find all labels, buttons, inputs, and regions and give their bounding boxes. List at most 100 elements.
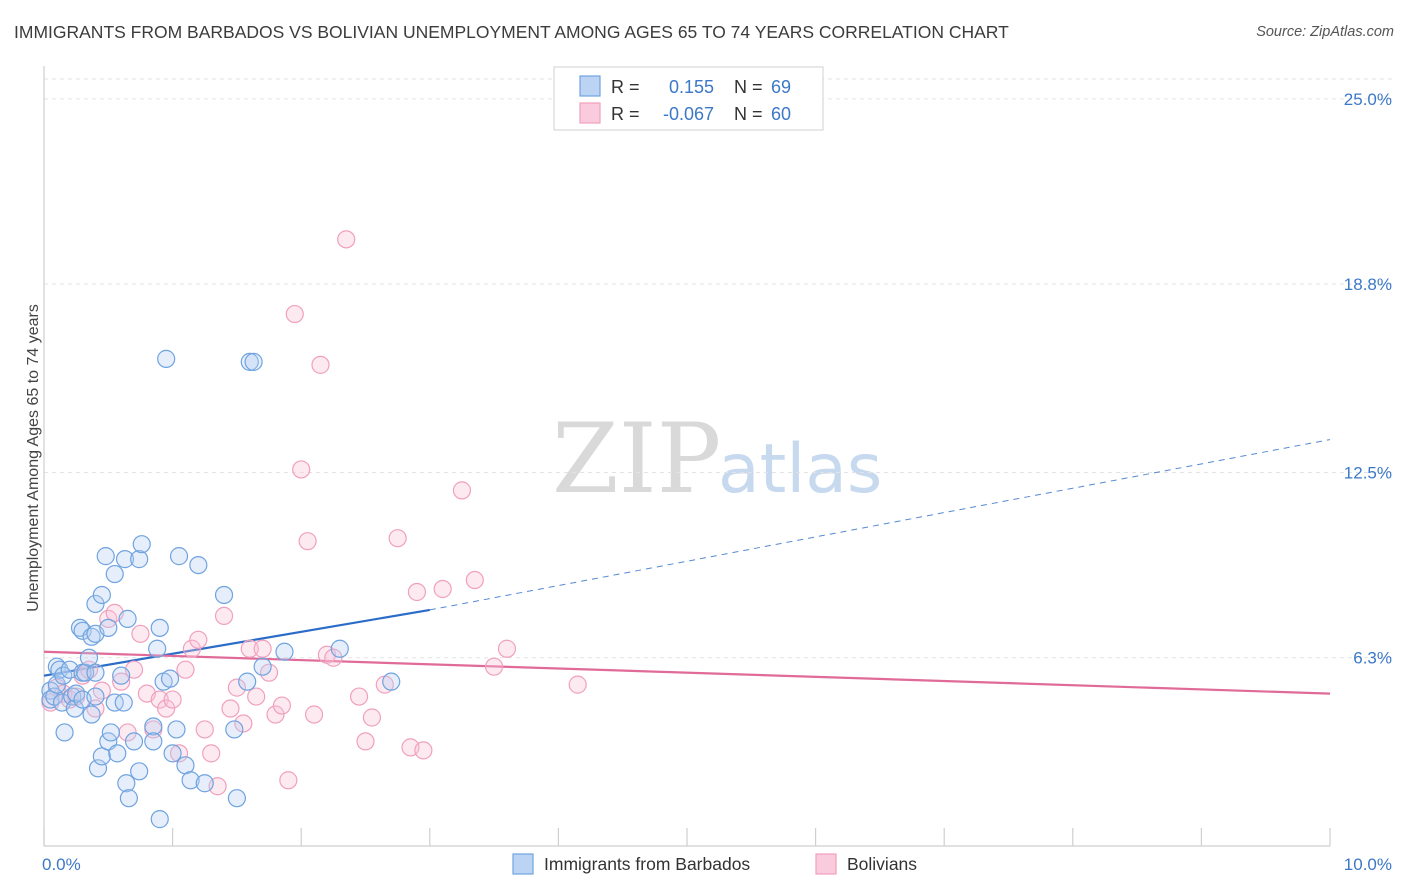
legend-r-value-2: -0.067 (663, 104, 714, 124)
y-tick-labels: 6.3% 12.5% 18.8% 25.0% (1344, 90, 1392, 668)
point-barbados (92, 585, 111, 605)
series-bolivians-points (41, 230, 587, 796)
point-bolivians (349, 687, 369, 706)
point-bolivians (433, 579, 452, 599)
point-barbados (195, 774, 214, 793)
point-barbados (157, 349, 176, 368)
point-barbados (227, 789, 246, 808)
point-bolivians (240, 639, 259, 658)
point-barbados (88, 759, 108, 778)
point-barbados (117, 774, 136, 793)
chart-title: IMMIGRANTS FROM BARBADOS VS BOLIVIAN UNE… (14, 22, 1009, 42)
point-bolivians (407, 582, 427, 602)
point-barbados (99, 618, 118, 637)
point-bolivians (176, 660, 195, 679)
point-barbados (130, 762, 149, 781)
point-bolivians (189, 630, 208, 649)
point-bolivians (157, 699, 176, 718)
point-bolivians (311, 355, 330, 374)
legend-r-label-1: R = (611, 77, 640, 97)
point-bolivians (337, 230, 356, 249)
series-legend: Immigrants from Barbados Bolivians (512, 853, 917, 875)
axes (43, 66, 1331, 847)
point-bolivians (356, 732, 375, 751)
point-barbados (86, 594, 105, 614)
source-label: Source: ZipAtlas.com (1256, 24, 1394, 40)
point-bolivians (497, 639, 517, 658)
point-barbados (144, 732, 163, 751)
point-bolivians (362, 708, 382, 727)
point-bolivians (150, 690, 169, 709)
stats-legend: R = 0.155 N = 69 R = -0.067 N = 60 (553, 66, 824, 131)
point-barbados (169, 547, 189, 566)
point-bolivians (272, 696, 292, 715)
legend-swatch-bolivians (579, 102, 601, 124)
point-barbados (92, 747, 111, 766)
point-barbados (86, 687, 105, 706)
trend-line-barbados (43, 608, 430, 677)
point-bolivians (568, 675, 587, 694)
point-barbados (96, 547, 115, 566)
point-barbados (132, 535, 151, 554)
point-bolivians (279, 771, 298, 790)
point-barbados (55, 723, 74, 742)
legend-n-value-1: 69 (771, 77, 791, 97)
point-bolivians (298, 532, 317, 551)
watermark-atlas: atlas (718, 430, 882, 509)
point-barbados (144, 717, 163, 736)
bottom-legend-label-barbados: Immigrants from Barbados (544, 854, 750, 874)
point-barbados (114, 693, 133, 712)
point-barbados (189, 555, 208, 575)
point-barbados (105, 564, 124, 584)
point-bolivians (253, 639, 272, 658)
y-tick-label: 12.5% (1344, 463, 1392, 482)
point-bolivians (214, 606, 234, 625)
point-barbados (167, 720, 186, 739)
legend-r-label-2: R = (611, 104, 640, 124)
point-barbados (253, 657, 272, 676)
bottom-legend-swatch-barbados (512, 853, 534, 875)
point-bolivians (285, 304, 304, 324)
point-barbados (150, 618, 169, 637)
point-bolivians (227, 678, 246, 697)
point-bolivians (452, 481, 472, 500)
point-bolivians (465, 570, 484, 590)
point-barbados (148, 639, 167, 658)
point-bolivians (485, 657, 504, 676)
point-barbados (244, 352, 263, 371)
bottom-legend-swatch-bolivians (815, 853, 837, 875)
legend-n-label-2: N = (734, 104, 763, 124)
point-barbados (225, 720, 244, 739)
point-barbados (79, 648, 99, 667)
point-barbados (82, 705, 101, 724)
point-bolivians (414, 741, 433, 760)
point-barbados (240, 352, 259, 371)
point-barbados (119, 789, 138, 808)
point-barbados (150, 810, 169, 829)
y-axis-label: Unemployment Among Ages 65 to 74 years (25, 304, 42, 612)
point-bolivians (112, 672, 131, 691)
series-barbados-points (41, 349, 401, 829)
point-bolivians (388, 529, 407, 548)
point-barbados (47, 675, 66, 694)
point-bolivians (292, 460, 311, 479)
y-tick-label: 6.3% (1353, 649, 1392, 668)
point-bolivians (247, 687, 266, 706)
x-tick-label-min: 0.0% (42, 855, 81, 874)
point-barbados (330, 639, 349, 658)
trend-line-barbados-extension (429, 439, 1331, 611)
watermark-zip: ZIP (552, 403, 721, 515)
point-barbados (275, 642, 294, 661)
legend-swatch-barbados (579, 75, 601, 97)
point-barbados (124, 732, 144, 751)
point-bolivians (131, 624, 150, 643)
point-barbados (238, 672, 257, 691)
legend-n-value-2: 60 (771, 104, 791, 124)
point-barbados (101, 723, 120, 742)
point-bolivians (266, 705, 285, 724)
point-barbados (112, 666, 131, 685)
point-bolivians (324, 648, 343, 667)
bottom-legend-label-bolivians: Bolivians (847, 854, 917, 874)
point-barbados (181, 771, 200, 790)
